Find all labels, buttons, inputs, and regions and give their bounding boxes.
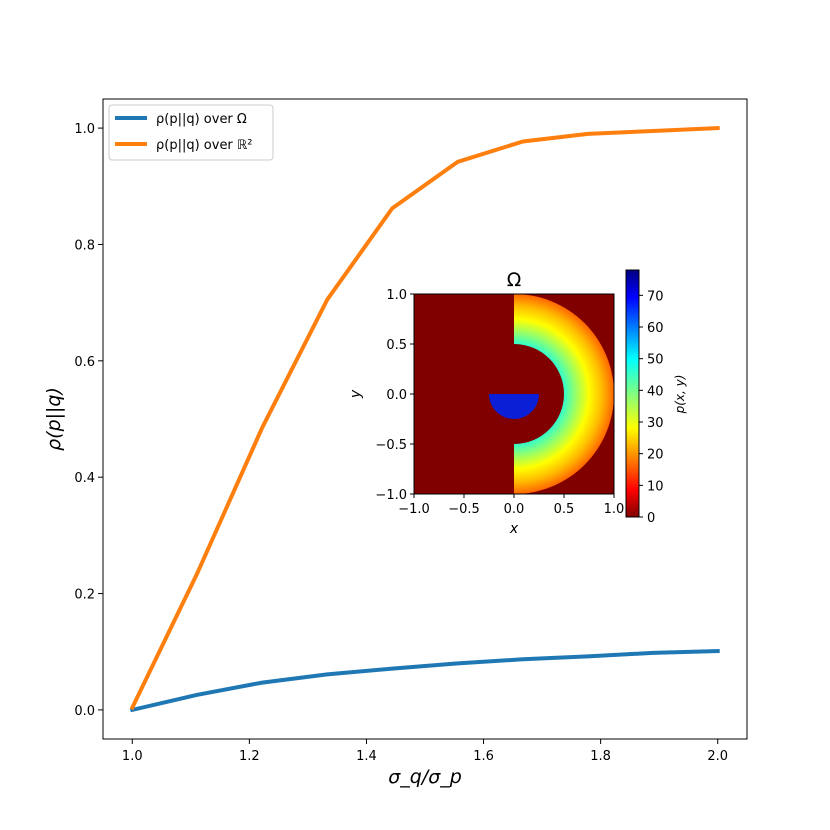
main-x-axis-title: σ_q/σ_p [388,766,462,788]
colorbar-tick-label: 50 [647,353,664,368]
main-y-ticks: 0.0 0.2 0.4 0.6 0.8 1.0 [74,122,103,719]
colorbar-tick-label: 20 [647,448,664,463]
series-line-r2 [129,126,720,711]
inset-y-tick-label: −1.0 [375,488,407,503]
colorbar-tick-label: 10 [647,479,664,494]
main-x-tick-label: 1.4 [356,749,377,764]
legend-label-r2: ρ(p||q) over ℝ² [156,138,252,153]
inset-y-tick-label: 0.0 [386,388,407,403]
inset-y-tick-label: −0.5 [375,438,407,453]
legend-label-omega: ρ(p||q) over Ω [156,112,247,127]
main-y-axis-title: ρ(p||q) [43,387,65,451]
colorbar-ticks: 0 10 20 30 40 50 60 70 [639,289,664,526]
inset-x-tick-label: −1.0 [398,502,430,517]
main-x-tick-label: 1.0 [122,749,143,764]
series-line-omega [129,649,720,713]
main-lines [129,126,720,713]
main-y-tick-label: 0.6 [74,355,95,370]
inset-y-tick-label: 0.5 [386,338,407,353]
inset-half-annulus-region [514,294,614,494]
colorbar-tick-label: 70 [647,289,664,304]
colorbar-label: p(x, y) [673,375,687,415]
inset-y-ticks: −1.0 −0.5 0.0 0.5 1.0 [375,288,414,503]
main-y-tick-label: 0.4 [74,471,95,486]
inset-y-axis-title: y [348,389,364,399]
main-y-tick-label: 0.0 [74,704,95,719]
inset-x-tick-label: 1.0 [604,502,625,517]
inset-x-tick-label: −0.5 [448,502,480,517]
legend: ρ(p||q) over Ω ρ(p||q) over ℝ² [108,104,274,161]
inset-x-tick-label: 0.5 [554,502,575,517]
main-y-tick-label: 1.0 [74,122,95,137]
main-x-tick-label: 1.8 [590,749,611,764]
main-x-tick-label: 2.0 [707,749,728,764]
main-y-tick-label: 0.8 [74,238,95,253]
colorbar-tick-label: 0 [647,511,655,526]
colorbar: 0 10 20 30 40 50 60 70 p(x, y) [625,269,687,526]
main-plot: 1.0 1.2 1.4 1.6 1.8 2.0 0.0 0.2 0.4 0.6 0.8 1.0 σ_… [43,98,748,788]
inset-x-axis-title: x [509,521,519,537]
inset-title: Ω [507,269,522,291]
inset-y-tick-label: 1.0 [386,288,407,303]
legend-box [108,104,274,161]
inset-x-tick-label: 0.0 [504,502,525,517]
main-y-tick-label: 0.2 [74,588,95,603]
inset-heatmap: −1.0 −0.5 0.0 0.5 1.0 −1.0−0.50.00.51.0 Ω x … [348,269,624,537]
colorbar-gradient [625,269,640,518]
colorbar-tick-label: 60 [647,321,664,336]
main-x-tick-label: 1.6 [473,749,494,764]
main-x-ticks: 1.0 1.2 1.4 1.6 1.8 2.0 [122,739,728,764]
inset-half-disk-region [489,394,539,419]
main-x-tick-label: 1.2 [239,749,260,764]
inset-x-ticks: −1.0 −0.5 0.0 0.5 1.0 [398,494,624,517]
colorbar-tick-label: 40 [647,384,664,399]
colorbar-tick-label: 30 [647,416,664,431]
main-plot-frame [102,98,748,740]
